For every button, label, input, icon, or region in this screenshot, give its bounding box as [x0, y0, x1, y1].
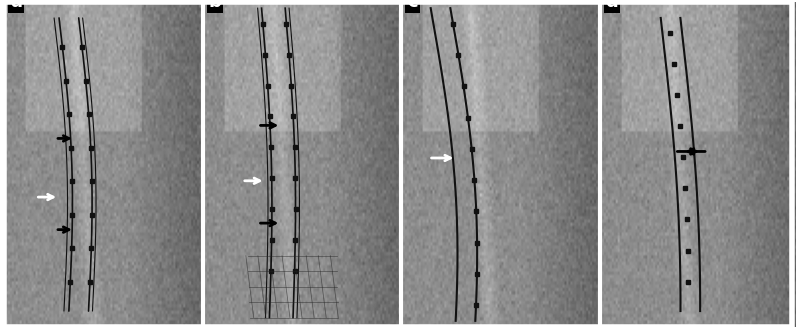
Text: c: c	[407, 0, 418, 12]
Text: a: a	[10, 0, 21, 12]
Text: b: b	[209, 0, 221, 12]
Text: d: d	[606, 0, 618, 12]
